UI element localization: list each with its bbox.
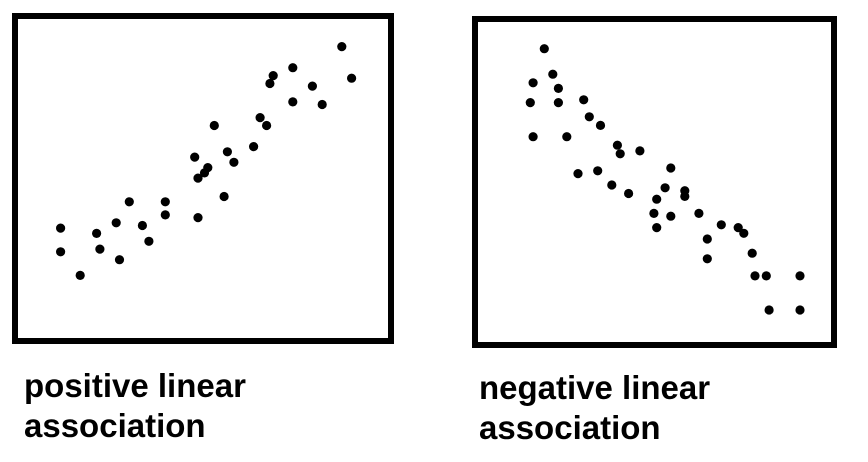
negative-point — [795, 271, 805, 281]
negative-point — [525, 98, 535, 108]
negative-point — [702, 254, 712, 264]
positive-point — [262, 120, 272, 131]
negative-point — [635, 146, 645, 156]
positive-point — [347, 73, 357, 83]
positive-point — [190, 152, 200, 162]
negative-point — [680, 186, 690, 196]
positive-point — [317, 99, 327, 110]
positive-point — [222, 147, 232, 157]
negative-point — [607, 180, 617, 190]
negative-point — [548, 69, 558, 79]
negative-point — [573, 169, 583, 179]
negative-point — [528, 132, 538, 142]
positive-point — [75, 270, 85, 280]
positive-point — [56, 247, 66, 257]
negative-point — [528, 78, 538, 88]
negative-caption-line-1: negative linear — [479, 369, 711, 406]
positive-caption-line-1: positive linear — [24, 367, 246, 404]
negative-point — [649, 208, 659, 218]
negative-point — [750, 271, 760, 281]
positive-point — [229, 157, 239, 167]
positive-point — [219, 191, 229, 202]
negative-point — [795, 305, 805, 315]
negative-point — [739, 228, 749, 238]
negative-plot-frame — [472, 16, 837, 348]
negative-point — [747, 248, 757, 258]
positive-point — [144, 236, 154, 246]
positive-plot-points — [56, 42, 357, 280]
positive-point — [268, 71, 278, 81]
positive-point — [203, 163, 213, 173]
negative-point — [733, 223, 743, 233]
positive-point — [193, 213, 203, 223]
positive-caption: positive linear association — [24, 366, 246, 446]
negative-point — [764, 305, 774, 315]
negative-point — [562, 132, 572, 142]
positive-point — [160, 210, 170, 220]
positive-point — [160, 197, 170, 207]
negative-point — [761, 271, 771, 281]
negative-point — [553, 98, 564, 108]
negative-caption-line-2: association — [479, 409, 661, 446]
positive-point — [255, 113, 265, 123]
negative-point — [652, 194, 662, 204]
positive-point — [209, 120, 219, 131]
negative-caption: negative linear association — [479, 368, 710, 448]
negative-point — [660, 183, 670, 193]
positive-point — [337, 42, 347, 52]
positive-point — [124, 197, 134, 207]
negative-point — [702, 234, 712, 244]
negative-point — [593, 166, 603, 176]
positive-point — [56, 223, 66, 233]
negative-point — [666, 163, 676, 173]
positive-point — [307, 81, 317, 91]
positive-point — [95, 244, 105, 254]
positive-point — [193, 173, 203, 183]
positive-point — [288, 63, 298, 73]
positive-caption-line-2: association — [24, 407, 206, 444]
negative-plot-points — [525, 44, 805, 315]
negative-point — [652, 223, 662, 233]
negative-point — [553, 83, 564, 93]
positive-point — [265, 78, 275, 89]
positive-point — [288, 97, 298, 107]
negative-point — [624, 188, 634, 199]
positive-plot-frame — [12, 13, 394, 344]
positive-point — [92, 228, 102, 238]
negative-point — [584, 112, 594, 122]
negative-point — [539, 44, 549, 54]
positive-point — [111, 218, 121, 228]
positive-point — [249, 142, 259, 152]
positive-point — [114, 255, 125, 265]
negative-point — [595, 120, 606, 130]
positive-point — [137, 220, 147, 231]
negative-point — [615, 149, 625, 159]
negative-point — [716, 220, 726, 230]
negative-point — [579, 95, 589, 105]
negative-point — [694, 208, 704, 218]
negative-point — [666, 211, 676, 221]
negative-point — [612, 140, 623, 150]
